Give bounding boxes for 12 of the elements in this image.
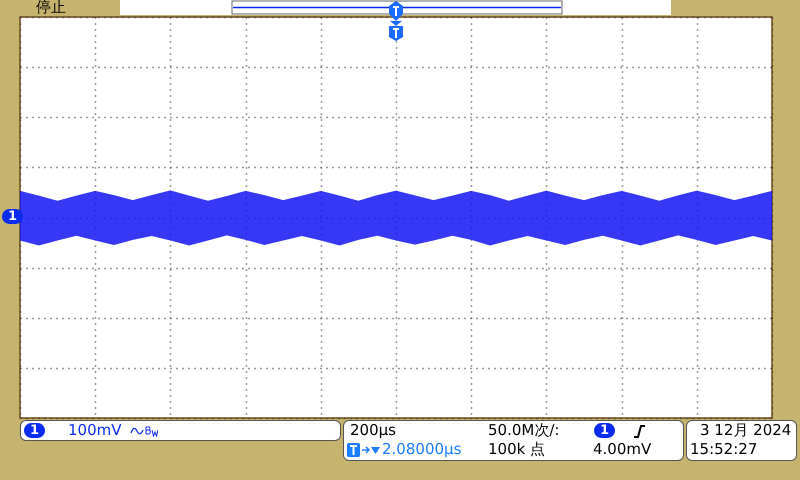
text: 1 [594, 423, 616, 438]
text: 50.0M次/: [488, 421, 560, 439]
text: 2.08000µs [382, 440, 462, 458]
text: 100k 点 [488, 440, 546, 458]
text: 4.00mV [593, 440, 652, 458]
text: 1 [24, 423, 46, 438]
text: 1 [2, 209, 24, 224]
text: 停止 [36, 0, 66, 16]
text: 3 12月 2024 [700, 421, 792, 439]
text: 100mV [68, 421, 122, 439]
text: 200µs [350, 421, 396, 439]
text: 15:52:27 [690, 440, 758, 458]
